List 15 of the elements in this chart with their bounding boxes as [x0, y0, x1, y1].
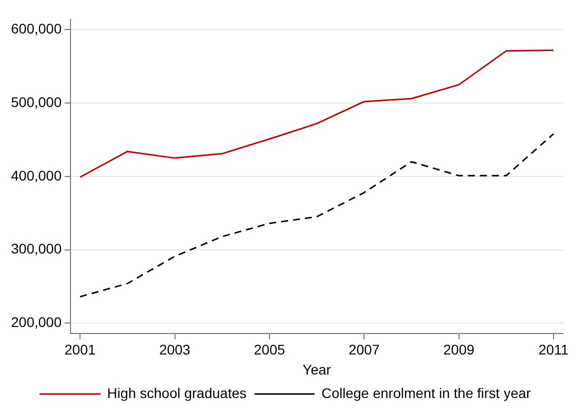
legend-label: High school graduates — [107, 384, 246, 401]
line-series — [79, 133, 554, 298]
x-tick-label: 2007 — [348, 342, 380, 358]
x-tick-label: 2009 — [443, 342, 475, 358]
x-tick-label: 2011 — [538, 342, 569, 358]
x-tick-label: 2005 — [254, 342, 286, 358]
y-tick-label: 500,000 — [10, 94, 62, 110]
y-tick-label: 600,000 — [10, 20, 62, 37]
legend-label: College enrolment in the first year — [321, 384, 532, 401]
x-tick-label: 2001 — [64, 342, 96, 358]
y-tick-label: 300,000 — [10, 240, 62, 257]
y-tick-label: 400,000 — [10, 167, 62, 184]
x-tick-label: 2003 — [159, 342, 191, 358]
y-tick-label: 200,000 — [10, 314, 62, 330]
x-axis-title: Year — [302, 361, 332, 378]
